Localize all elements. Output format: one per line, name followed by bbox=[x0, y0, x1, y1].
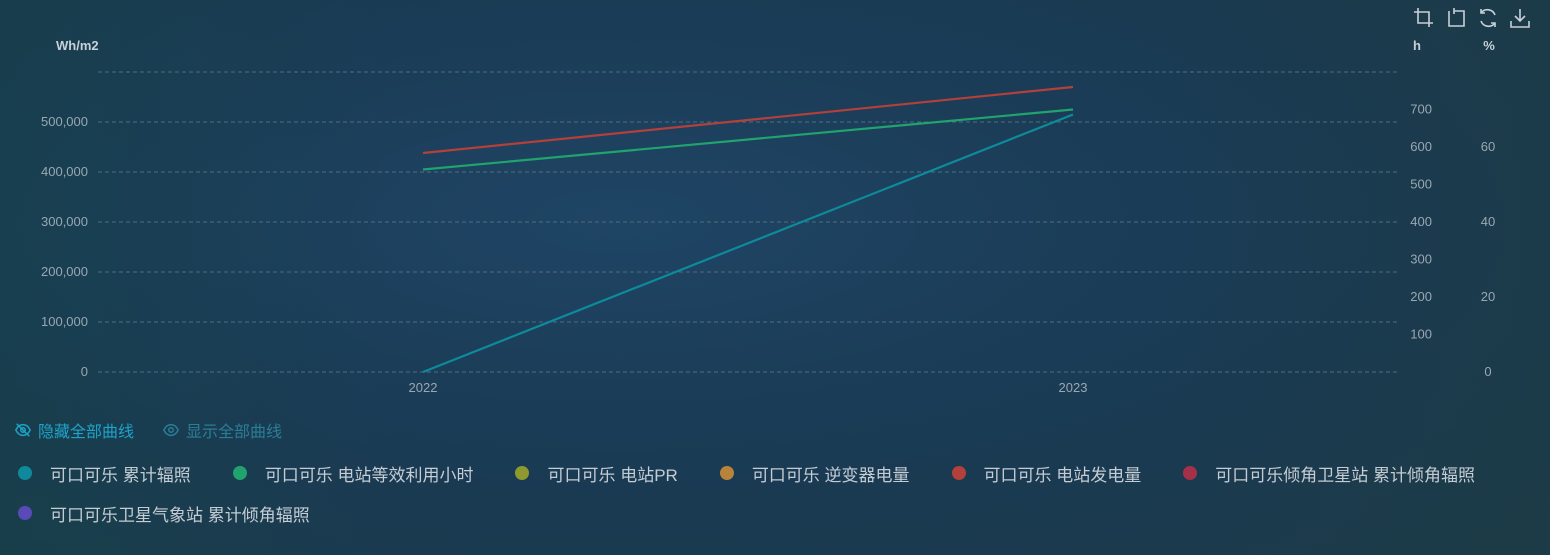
legend-label: 可口可乐倾角卫星站 累计倾角辐照 bbox=[1215, 465, 1476, 485]
line-chart: 0 100,000 200,000 300,000 400,000 500,000 100 2… bbox=[41, 38, 1495, 395]
refresh-icon[interactable] bbox=[1477, 7, 1499, 29]
chart-legend: 可口可乐 累计辐照 可口可乐 电站等效利用小时 可口可乐 电站PR 可口可乐 逆变器电… bbox=[18, 464, 1518, 525]
y-left-tick-label: 300,000 bbox=[41, 214, 88, 229]
y-right-h-tick-label: 100 bbox=[1410, 327, 1432, 342]
download-icon[interactable] bbox=[1509, 7, 1531, 29]
y-left-tick-label: 0 bbox=[81, 364, 88, 379]
legend-label: 可口可乐卫星气象站 累计倾角辐照 bbox=[50, 505, 310, 525]
series-line bbox=[422, 113, 1074, 374]
eye-off-icon bbox=[14, 423, 32, 437]
y-right-pct-unit-label: % bbox=[1483, 38, 1495, 53]
legend-item[interactable]: 可口可乐 逆变器电量 bbox=[719, 464, 910, 485]
x-tick-label: 2023 bbox=[1059, 380, 1088, 395]
legend-item[interactable]: 可口可乐 电站发电量 bbox=[951, 464, 1141, 485]
y-left-tick-label: 400,000 bbox=[41, 164, 88, 179]
legend-color-dot bbox=[18, 506, 32, 520]
legend-label: 可口可乐 电站等效利用小时 bbox=[264, 465, 474, 485]
legend-label: 可口可乐 电站PR bbox=[547, 465, 678, 485]
chart-toolbox bbox=[1413, 7, 1531, 29]
y-right-pct-tick-label: 20 bbox=[1481, 289, 1495, 304]
y-right-h-tick-label: 700 bbox=[1410, 102, 1432, 117]
legend-label: 可口可乐 电站发电量 bbox=[983, 465, 1142, 485]
hide-all-curves-label: 隐藏全部曲线 bbox=[38, 424, 135, 441]
legend-item[interactable]: 可口可乐 电站PR bbox=[515, 464, 678, 485]
legend-color-dot bbox=[719, 466, 734, 480]
legend-color-dot bbox=[951, 466, 966, 480]
y-right-pct-tick-label: 60 bbox=[1481, 139, 1495, 154]
legend-item[interactable]: 可口可乐倾角卫星站 累计倾角辐照 bbox=[1183, 464, 1475, 485]
y-right-h-tick-label: 500 bbox=[1410, 177, 1432, 192]
y-left-tick-label: 500,000 bbox=[41, 114, 88, 129]
y-right-h-tick-label: 400 bbox=[1410, 214, 1432, 229]
undo-icon[interactable] bbox=[1445, 7, 1467, 29]
show-all-curves-label: 显示全部曲线 bbox=[186, 424, 283, 441]
show-all-curves-button[interactable]: 显示全部曲线 bbox=[162, 418, 282, 442]
legend-item[interactable]: 可口可乐 累计辐照 bbox=[18, 464, 191, 485]
legend-color-dot bbox=[232, 466, 247, 480]
legend-color-dot bbox=[1183, 466, 1198, 480]
crop-icon[interactable] bbox=[1413, 7, 1435, 29]
legend-item[interactable]: 可口可乐卫星气象站 累计倾角辐照 bbox=[18, 504, 310, 525]
y-right-h-tick-label: 600 bbox=[1410, 139, 1432, 154]
hide-all-curves-button[interactable]: 隐藏全部曲线 bbox=[14, 418, 134, 442]
legend-color-dot bbox=[515, 466, 530, 480]
legend-label: 可口可乐 逆变器电量 bbox=[751, 465, 910, 485]
legend-item[interactable]: 可口可乐 电站等效利用小时 bbox=[232, 464, 473, 485]
eye-icon bbox=[163, 423, 180, 437]
y-right-pct-tick-label: 0 bbox=[1484, 364, 1491, 379]
y-right-h-tick-label: 200 bbox=[1410, 289, 1432, 304]
y-left-tick-label: 200,000 bbox=[41, 264, 88, 279]
legend-label: 可口可乐 累计辐照 bbox=[50, 465, 191, 485]
y-left-unit-label: Wh/m2 bbox=[56, 38, 99, 53]
series-line bbox=[422, 85, 1074, 155]
curve-toggle-row: 隐藏全部曲线 显示全部曲线 bbox=[14, 418, 282, 442]
y-right-h-tick-label: 300 bbox=[1410, 252, 1432, 267]
y-right-pct-tick-label: 40 bbox=[1481, 214, 1495, 229]
legend-color-dot bbox=[18, 466, 32, 480]
y-left-tick-label: 100,000 bbox=[41, 314, 88, 329]
x-tick-label: 2022 bbox=[409, 380, 438, 395]
y-right-h-unit-label: h bbox=[1413, 38, 1421, 53]
series-line bbox=[422, 108, 1074, 171]
